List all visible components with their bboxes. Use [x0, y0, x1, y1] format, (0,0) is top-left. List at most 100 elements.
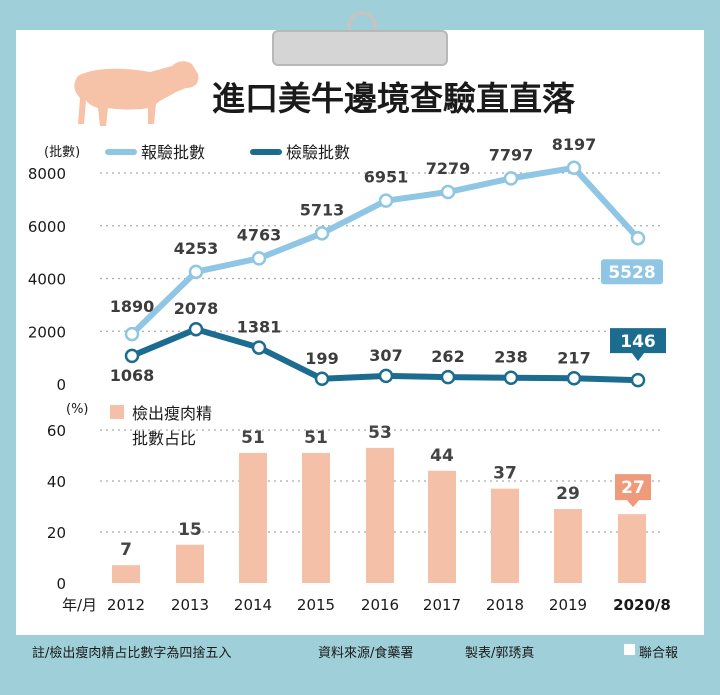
line-legend: 報驗批數 檢驗批數	[105, 143, 350, 162]
line-y-tick: 6000	[28, 218, 66, 236]
inspected-data-label: 238	[494, 348, 527, 367]
reported-data-label: 5528	[608, 263, 655, 283]
bar-legend-label: 檢出瘦肉精	[132, 404, 212, 423]
inspected-data-label: 262	[431, 347, 464, 366]
line-data-labels: 1890 4253 4763 5713 6951 7279 7797 8197 5528 1068…	[110, 135, 666, 385]
series-point-1	[630, 372, 646, 388]
reported-data-label: 4763	[237, 225, 282, 244]
series-point-0	[124, 326, 140, 342]
line-y-tick: 2000	[28, 323, 66, 341]
series-point-1	[566, 371, 582, 386]
last-value-box	[610, 328, 666, 362]
x-axis-label: 年/月	[62, 596, 97, 614]
reported-data-label: 1890	[110, 297, 155, 316]
line-y-axis: 0 2000 4000 6000 8000	[28, 165, 66, 394]
inspected-data-label: 199	[305, 349, 338, 368]
x-tick-label: 2017	[423, 596, 461, 614]
series-point-0	[440, 184, 456, 200]
x-tick-label: 2020/8	[613, 596, 671, 614]
bar-data-label: 29	[556, 484, 580, 504]
brand-square-icon	[624, 644, 635, 655]
inspected-data-label: 2078	[174, 299, 219, 318]
bar	[428, 470, 456, 583]
series-point-1	[124, 348, 140, 364]
reported-data-label: 6951	[364, 168, 409, 187]
bar	[618, 514, 646, 583]
line-y-unit: (批數)	[44, 145, 80, 160]
bar-y-tick: 60	[47, 422, 66, 440]
series-point-1	[440, 369, 456, 385]
x-tick-label: 2016	[361, 596, 399, 614]
series-point-1	[314, 371, 330, 387]
line-y-tick: 8000	[28, 165, 66, 183]
series-point-0	[503, 171, 519, 186]
bar	[366, 447, 394, 583]
series-point-1	[188, 321, 204, 337]
reported-data-label: 5713	[300, 200, 345, 219]
series-point-1	[251, 340, 267, 355]
x-tick-label: 2018	[486, 596, 524, 614]
bar-data-label: 53	[368, 423, 392, 443]
x-tick-label: 2019	[549, 596, 587, 614]
last-bar-label-box	[615, 474, 651, 508]
bar-data-label: 51	[241, 428, 265, 448]
series-point-1	[378, 368, 394, 384]
clipboard-clip-bar	[272, 30, 448, 66]
series-point-0	[251, 251, 267, 266]
bar-y-axis: 0 20 40 60	[47, 422, 66, 593]
series-point-0	[378, 193, 394, 208]
bar-y-tick: 40	[47, 473, 66, 491]
bar-data-label: 7	[120, 540, 132, 560]
inspected-data-label: 1068	[110, 366, 155, 385]
bar	[554, 509, 582, 583]
bar-legend-swatch	[110, 405, 124, 419]
series-point-0	[314, 226, 330, 241]
bar	[176, 544, 204, 583]
bar-y-tick: 20	[47, 524, 66, 542]
reported-data-label: 8197	[552, 135, 597, 154]
chart-title: 進口美牛邊境查驗直直落	[212, 79, 576, 118]
series-point-1	[503, 370, 519, 385]
legend-label-0: 報驗批數	[141, 143, 205, 162]
line-series-group	[124, 160, 646, 388]
source-credit: 資料來源/食藥署	[318, 646, 414, 661]
line-y-tick: 0	[56, 376, 66, 394]
bar	[302, 452, 330, 583]
inspected-data-label: 1381	[237, 318, 282, 337]
inspected-data-label: 307	[369, 346, 402, 365]
bar-data-label: 44	[430, 446, 454, 466]
x-axis: 2012 2013 2014 2015 2016 2017 2018 2019 2020/8	[107, 596, 671, 614]
bar-data-label: 15	[178, 520, 202, 540]
footnote: 註/檢出瘦肉精占比數字為四捨五入	[32, 646, 232, 661]
bar	[112, 565, 140, 583]
x-tick-label: 2015	[297, 596, 335, 614]
bar-y-tick: 0	[56, 575, 66, 593]
reported-data-label: 7797	[489, 145, 534, 164]
bar	[239, 452, 267, 583]
bar-data-label: 37	[493, 464, 517, 484]
legend-label-1: 檢驗批數	[286, 143, 350, 162]
last-value-box	[601, 259, 663, 285]
brand-name: 聯合報	[639, 646, 679, 661]
series-point-0	[630, 230, 646, 246]
bar-data-label: 27	[621, 478, 645, 498]
bar-series-group	[112, 447, 646, 583]
x-tick-label: 2012	[107, 596, 145, 614]
reported-data-label: 7279	[426, 159, 471, 178]
reported-data-label: 4253	[174, 239, 219, 258]
series-point-0	[566, 160, 582, 176]
inspected-data-label: 146	[620, 332, 656, 352]
bar-legend-label: 批數占比	[132, 429, 196, 448]
series-point-0	[188, 264, 204, 280]
bar-y-unit: (%)	[66, 402, 89, 417]
bar-data-label: 51	[304, 428, 328, 448]
cow-shape	[74, 61, 199, 126]
cow-icon	[74, 61, 199, 126]
bar-data-labels: 7 15 51 51 53 44 37 29 27	[120, 423, 651, 560]
line-y-tick: 4000	[28, 271, 66, 289]
maker-credit: 製表/郭琇真	[465, 646, 535, 661]
x-tick-label: 2014	[234, 596, 272, 614]
x-tick-label: 2013	[171, 596, 209, 614]
